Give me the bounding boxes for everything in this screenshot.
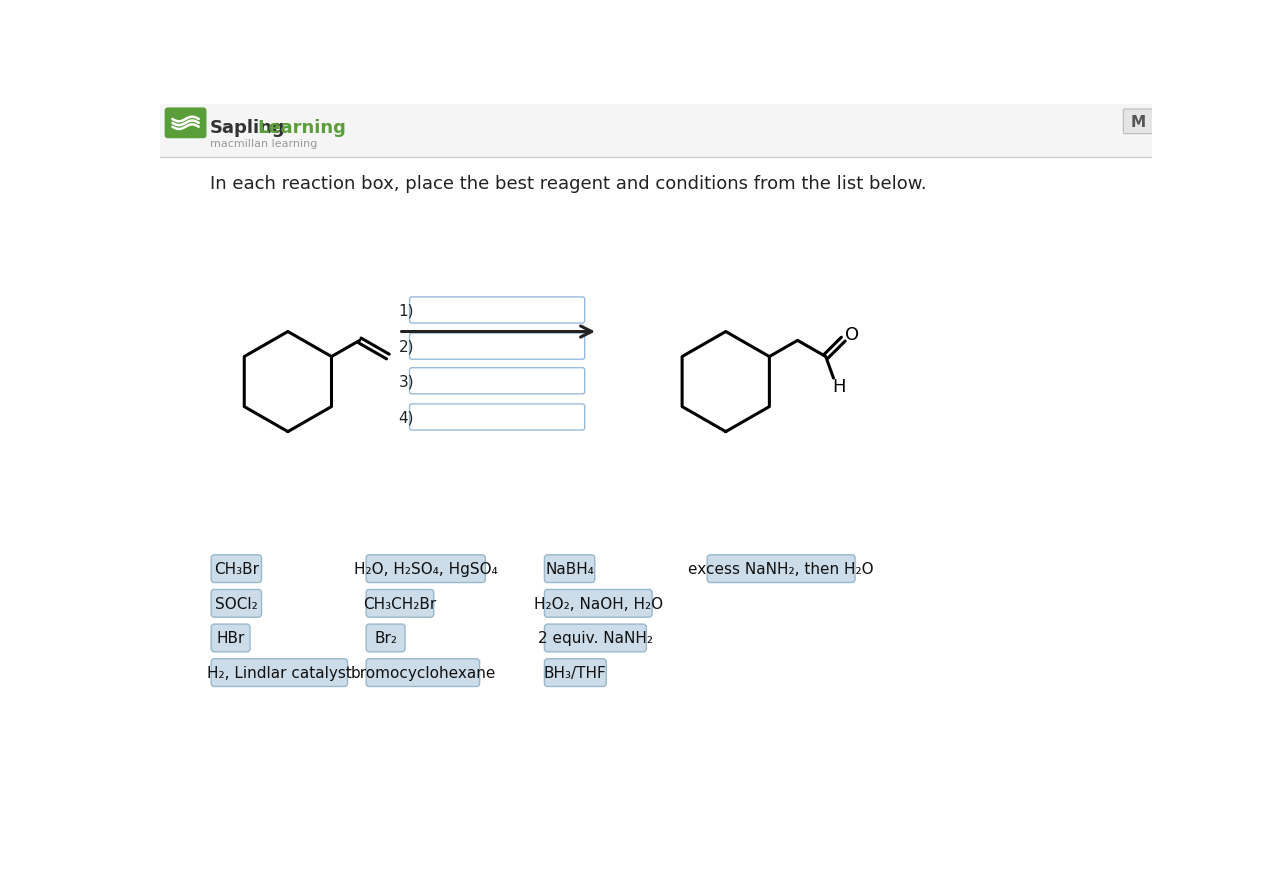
Text: O: O: [845, 326, 859, 344]
FancyBboxPatch shape: [211, 590, 261, 617]
Text: HBr: HBr: [216, 631, 244, 645]
FancyBboxPatch shape: [1124, 110, 1153, 134]
FancyBboxPatch shape: [410, 297, 585, 324]
Text: 1): 1): [398, 303, 415, 318]
Text: BH₃/THF: BH₃/THF: [544, 666, 607, 681]
Text: 4): 4): [398, 410, 415, 425]
Text: H: H: [832, 377, 846, 396]
Text: Sapling: Sapling: [210, 119, 285, 138]
Text: macmillan learning: macmillan learning: [210, 139, 317, 149]
Text: Br₂: Br₂: [374, 631, 397, 645]
Text: bromocyclohexane: bromocyclohexane: [351, 666, 495, 681]
Text: H₂, Lindlar catalyst: H₂, Lindlar catalyst: [207, 666, 352, 681]
FancyBboxPatch shape: [410, 333, 585, 360]
Text: H₂O, H₂SO₄, HgSO₄: H₂O, H₂SO₄, HgSO₄: [353, 561, 498, 576]
Text: H₂O₂, NaOH, H₂O: H₂O₂, NaOH, H₂O: [534, 596, 663, 611]
Text: In each reaction box, place the best reagent and conditions from the list below.: In each reaction box, place the best rea…: [210, 175, 927, 192]
FancyBboxPatch shape: [707, 555, 855, 583]
FancyBboxPatch shape: [211, 659, 348, 687]
Text: CH₃Br: CH₃Br: [214, 561, 259, 576]
FancyBboxPatch shape: [366, 590, 434, 617]
Text: Learning: Learning: [257, 119, 347, 138]
Text: CH₃CH₂Br: CH₃CH₂Br: [364, 596, 436, 611]
FancyBboxPatch shape: [211, 624, 250, 652]
FancyBboxPatch shape: [544, 659, 607, 687]
Text: SOCl₂: SOCl₂: [215, 596, 257, 611]
FancyBboxPatch shape: [410, 404, 585, 431]
FancyBboxPatch shape: [544, 590, 652, 617]
FancyBboxPatch shape: [544, 555, 595, 583]
Text: 3): 3): [398, 374, 415, 389]
FancyBboxPatch shape: [544, 624, 646, 652]
FancyBboxPatch shape: [366, 555, 485, 583]
FancyBboxPatch shape: [211, 555, 261, 583]
Text: M: M: [1130, 115, 1146, 130]
Text: excess NaNH₂, then H₂O: excess NaNH₂, then H₂O: [689, 561, 874, 576]
FancyBboxPatch shape: [410, 368, 585, 395]
Text: NaBH₄: NaBH₄: [545, 561, 594, 576]
Text: 2 equiv. NaNH₂: 2 equiv. NaNH₂: [538, 631, 653, 645]
FancyBboxPatch shape: [366, 624, 404, 652]
FancyBboxPatch shape: [160, 105, 1152, 158]
Text: 2): 2): [398, 339, 415, 354]
FancyBboxPatch shape: [366, 659, 480, 687]
FancyBboxPatch shape: [165, 109, 206, 139]
